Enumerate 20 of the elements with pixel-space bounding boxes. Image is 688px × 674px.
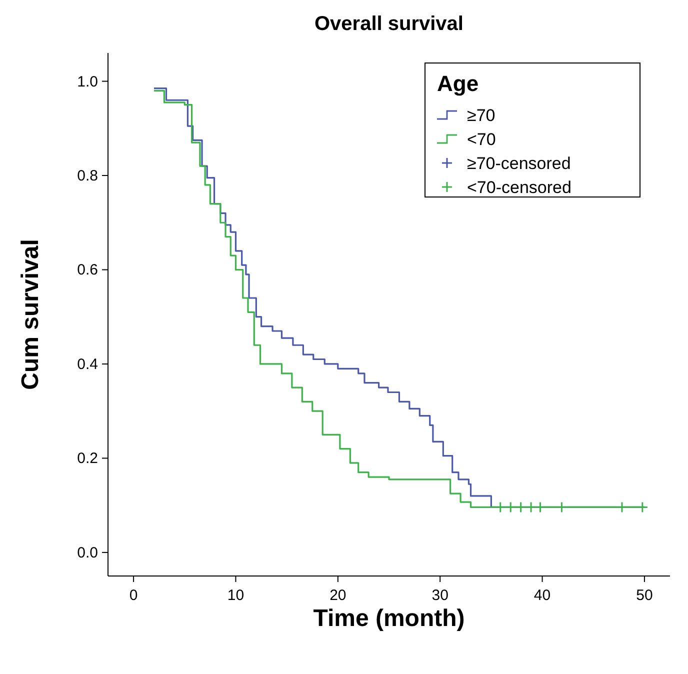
chart-title: Overall survival bbox=[314, 13, 464, 35]
y-tick-label: 0.4 bbox=[77, 356, 98, 373]
y-tick-label: 0.0 bbox=[77, 544, 98, 562]
y-tick-label: 1.0 bbox=[77, 73, 98, 90]
y-tick-label: 0.6 bbox=[77, 262, 98, 279]
x-tick-label: 0 bbox=[129, 587, 138, 604]
x-tick-label: 40 bbox=[534, 587, 551, 604]
legend-label: <70-censored bbox=[467, 178, 572, 197]
y-axis-title: Cum survival bbox=[17, 239, 44, 390]
x-axis-title: Time (month) bbox=[313, 605, 465, 632]
x-tick-label: 50 bbox=[636, 587, 653, 604]
x-tick-label: 20 bbox=[330, 587, 346, 604]
y-tick-label: 0.8 bbox=[77, 168, 98, 185]
legend-label: ≥70 bbox=[467, 106, 496, 125]
legend-label: <70 bbox=[467, 130, 496, 149]
legend-title: Age bbox=[437, 71, 479, 96]
legend-label: ≥70-censored bbox=[467, 154, 571, 173]
x-tick-label: 10 bbox=[227, 587, 244, 604]
y-tick-label: 0.2 bbox=[77, 450, 98, 468]
x-tick-label: 30 bbox=[432, 587, 448, 604]
